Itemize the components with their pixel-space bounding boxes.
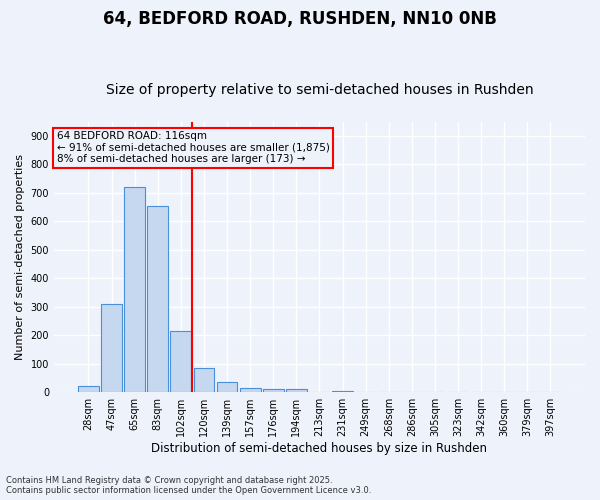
Bar — [217, 382, 238, 392]
Title: Size of property relative to semi-detached houses in Rushden: Size of property relative to semi-detach… — [106, 83, 533, 97]
Bar — [170, 331, 191, 392]
Bar — [263, 388, 284, 392]
Bar — [148, 206, 168, 392]
Bar — [124, 186, 145, 392]
Y-axis label: Number of semi-detached properties: Number of semi-detached properties — [15, 154, 25, 360]
Bar — [78, 386, 99, 392]
Text: Contains HM Land Registry data © Crown copyright and database right 2025.
Contai: Contains HM Land Registry data © Crown c… — [6, 476, 371, 495]
Text: 64 BEDFORD ROAD: 116sqm
← 91% of semi-detached houses are smaller (1,875)
8% of : 64 BEDFORD ROAD: 116sqm ← 91% of semi-de… — [56, 131, 329, 164]
Bar — [286, 389, 307, 392]
Bar — [194, 368, 214, 392]
Bar — [332, 390, 353, 392]
Text: 64, BEDFORD ROAD, RUSHDEN, NN10 0NB: 64, BEDFORD ROAD, RUSHDEN, NN10 0NB — [103, 10, 497, 28]
Bar — [101, 304, 122, 392]
Bar — [240, 388, 260, 392]
X-axis label: Distribution of semi-detached houses by size in Rushden: Distribution of semi-detached houses by … — [151, 442, 487, 455]
